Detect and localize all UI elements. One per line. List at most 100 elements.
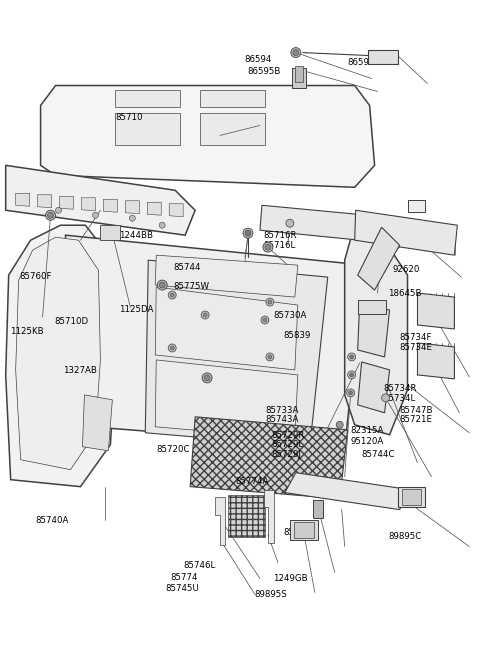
Circle shape <box>261 316 269 324</box>
Circle shape <box>159 282 165 288</box>
Text: 85729J: 85729J <box>271 450 301 458</box>
Text: 1125DA: 1125DA <box>120 305 154 314</box>
Text: 85839: 85839 <box>283 331 311 340</box>
Circle shape <box>291 48 301 58</box>
Circle shape <box>348 371 356 379</box>
Polygon shape <box>16 193 30 206</box>
Polygon shape <box>103 199 117 212</box>
Text: 85734R: 85734R <box>384 384 417 394</box>
Bar <box>294 521 314 538</box>
Polygon shape <box>418 293 455 329</box>
Text: 85744: 85744 <box>173 263 201 272</box>
Bar <box>200 113 265 145</box>
Text: 85716L: 85716L <box>263 240 295 250</box>
Circle shape <box>202 373 212 383</box>
Circle shape <box>348 391 353 395</box>
Circle shape <box>382 394 390 402</box>
Text: 85729R: 85729R <box>271 431 304 440</box>
Polygon shape <box>125 201 139 214</box>
Text: 1327AB: 1327AB <box>63 366 97 375</box>
Polygon shape <box>155 287 298 370</box>
Text: 85734F: 85734F <box>399 333 432 343</box>
Text: 85745U: 85745U <box>166 584 200 593</box>
Polygon shape <box>355 210 457 255</box>
Text: 85721E: 85721E <box>399 415 432 424</box>
Text: 85730A: 85730A <box>274 311 307 320</box>
Polygon shape <box>147 202 161 215</box>
Circle shape <box>204 375 210 381</box>
Circle shape <box>170 346 174 350</box>
Circle shape <box>347 389 355 397</box>
Text: 89895C: 89895C <box>388 532 421 541</box>
Circle shape <box>350 355 354 359</box>
Circle shape <box>263 318 267 322</box>
Polygon shape <box>82 198 96 211</box>
Bar <box>200 90 265 107</box>
Circle shape <box>293 50 299 56</box>
Polygon shape <box>16 237 100 470</box>
Circle shape <box>129 215 135 221</box>
Circle shape <box>157 280 167 290</box>
Text: 85710D: 85710D <box>54 317 88 326</box>
Text: 18645B: 18645B <box>388 289 422 298</box>
Polygon shape <box>345 235 408 435</box>
Text: 85771: 85771 <box>283 527 311 536</box>
Bar <box>405 230 426 245</box>
Bar <box>313 500 323 517</box>
Circle shape <box>93 212 98 218</box>
Circle shape <box>245 230 251 236</box>
Bar <box>408 200 425 212</box>
Text: 85729L: 85729L <box>271 440 303 449</box>
Circle shape <box>159 222 165 228</box>
Text: 85744C: 85744C <box>361 450 395 458</box>
Circle shape <box>268 355 272 359</box>
Bar <box>100 225 120 240</box>
Circle shape <box>266 298 274 306</box>
Polygon shape <box>285 473 409 510</box>
Polygon shape <box>169 204 183 217</box>
Polygon shape <box>6 165 195 235</box>
Circle shape <box>203 313 207 317</box>
Polygon shape <box>358 227 399 290</box>
Text: 82315A: 82315A <box>350 426 384 436</box>
Text: 1244BB: 1244BB <box>120 231 154 240</box>
Polygon shape <box>155 360 298 439</box>
Bar <box>290 519 318 540</box>
Circle shape <box>168 291 176 299</box>
Polygon shape <box>264 490 274 542</box>
Circle shape <box>170 293 174 297</box>
Bar <box>292 67 306 88</box>
Text: 85710: 85710 <box>116 113 143 122</box>
Text: 1249GB: 1249GB <box>274 574 308 583</box>
Polygon shape <box>60 196 73 209</box>
Text: 85743A: 85743A <box>266 415 299 424</box>
Text: 85760F: 85760F <box>20 272 52 281</box>
Circle shape <box>56 207 61 214</box>
Text: 85774: 85774 <box>170 572 198 582</box>
Polygon shape <box>228 495 265 536</box>
Circle shape <box>201 311 209 319</box>
Polygon shape <box>358 362 390 413</box>
Polygon shape <box>83 395 112 451</box>
Polygon shape <box>418 343 455 379</box>
Circle shape <box>350 373 354 377</box>
Text: 86595B: 86595B <box>248 67 281 76</box>
Circle shape <box>268 300 272 304</box>
Text: 85720C: 85720C <box>156 445 190 454</box>
Text: 95120A: 95120A <box>350 437 384 446</box>
Circle shape <box>168 344 176 352</box>
Polygon shape <box>260 205 368 240</box>
Circle shape <box>48 212 54 218</box>
Circle shape <box>263 242 273 252</box>
Text: 85734L: 85734L <box>384 394 416 403</box>
Polygon shape <box>41 86 374 187</box>
Circle shape <box>265 244 271 250</box>
Text: 85746L: 85746L <box>183 561 216 570</box>
Polygon shape <box>6 225 115 487</box>
Text: 85747B: 85747B <box>399 406 432 415</box>
Text: 85733A: 85733A <box>266 406 299 415</box>
Text: 85774A: 85774A <box>235 477 269 485</box>
Polygon shape <box>37 195 51 208</box>
Polygon shape <box>155 255 298 297</box>
Circle shape <box>266 353 274 361</box>
